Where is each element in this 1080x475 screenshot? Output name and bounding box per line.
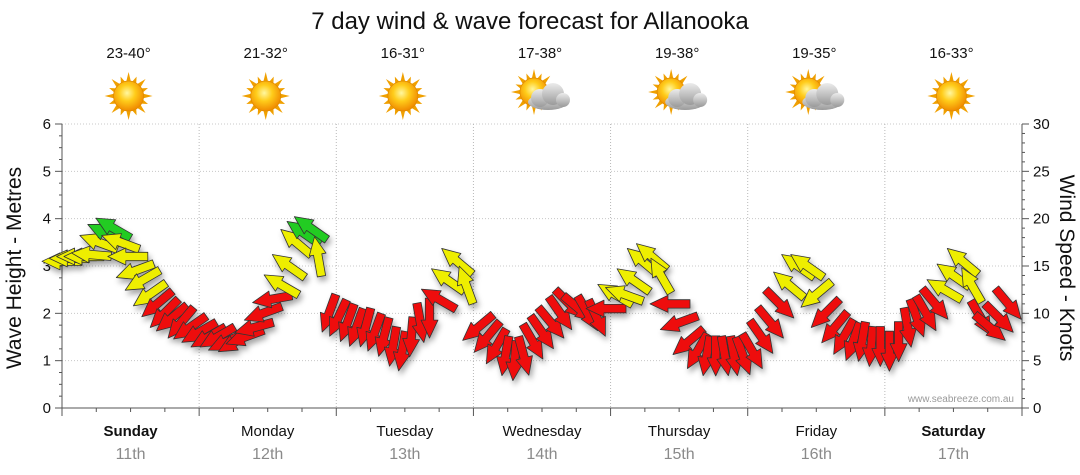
wind-arrow [746,317,774,354]
y2-tick-label: 10 [1033,305,1050,322]
y2-tick-label: 0 [1033,400,1041,417]
wind-arrow [95,217,134,243]
wind-arrow [650,257,675,296]
y-tick-label: 1 [43,353,51,370]
wind-arrow [308,236,327,278]
wind-arrow [420,288,459,314]
sun-icon [241,72,290,120]
wind-arrow [790,254,827,282]
wind-arrow [762,286,795,319]
wind-arrow [773,271,808,302]
day-name: Monday [241,423,295,440]
y2-axis-title: Wind Speed - Knots [1055,175,1078,362]
y2-tick-label: 20 [1033,211,1050,228]
sun-icon [927,72,976,120]
wind-arrow [971,311,1006,341]
wind-arrow [918,285,949,320]
day-date: 11th [116,446,146,463]
partly-cloudy-icon [648,69,708,115]
cloud-icon [802,83,845,110]
y-tick-label: 2 [43,305,51,322]
day-temp-range: 16-31° [381,45,425,62]
y-tick-label: 3 [43,258,51,275]
day-name: Friday [795,423,837,440]
wind-arrow [263,274,302,299]
wind-arrow [810,295,843,328]
day-temp-range: 19-38° [655,45,699,62]
y-tick-label: 4 [43,211,51,228]
y2-tick-label: 25 [1033,163,1050,180]
day-labels: Sunday 11th Monday 12th Tuesday 13th Wednesday… [103,423,986,463]
wind-arrow [659,311,700,332]
day-temp-range: 23-40° [106,45,150,62]
wind-arrow [738,331,763,369]
day-name: Wednesday [503,423,582,440]
wind-arrow [514,335,533,376]
y2-tick-label: 30 [1033,116,1050,133]
y-axis-title: Wave Height - Metres [3,167,26,369]
weather-header: 23-40° 21-32° 16-31° 17-38° 19-38° 19-35° 16-3… [104,45,976,120]
wind-arrow [271,254,308,282]
cloud-icon [528,83,570,110]
wind-arrow [605,285,645,306]
day-date: 17th [938,446,969,463]
wind-arrow [293,216,330,244]
wind-arrow [616,268,653,296]
day-temp-range: 19-35° [792,45,836,62]
grid [62,123,1022,409]
day-date: 12th [252,446,283,463]
wind-arrow [124,266,163,291]
partly-cloudy-icon [785,69,845,115]
wind-arrow [672,325,707,355]
y2-tick-label: 5 [1033,353,1041,370]
wind-arrow [441,248,476,278]
sun-icon [104,72,153,120]
day-name: Sunday [103,423,158,440]
day-name: Tuesday [376,423,433,440]
wind-arrow [473,318,504,353]
wind-arrow [946,248,982,278]
day-temp-range: 21-32° [244,45,288,62]
wind-arrow [800,277,835,308]
day-date: 16th [801,446,832,463]
y-tick-label: 5 [43,163,51,180]
wind-arrow [754,304,784,339]
day-date: 15th [664,446,695,463]
y-tick-label: 6 [43,116,51,133]
day-date: 14th [526,446,557,463]
wind-arrow [585,299,627,318]
wind-arrow [457,265,478,306]
wind-arrow [243,302,284,323]
wind-arrow [961,267,986,305]
wind-arrow [107,247,149,266]
wind-arrow [101,233,142,254]
wind-arrow [821,309,852,344]
y-tick-label: 0 [43,400,51,417]
wind-arrow [981,300,1014,333]
axes: 0 1 2 3 4 5 6 0 5 10 15 20 25 30 [43,116,1050,417]
day-name: Thursday [648,423,711,440]
sun-icon [378,72,427,120]
chart-title: 7 day wind & wave forecast for Allanooka [311,8,749,35]
y2-tick-label: 15 [1033,258,1050,275]
wind-arrows [41,216,1022,382]
wind-arrow [991,285,1022,320]
day-date: 13th [389,446,420,463]
day-temp-range: 17-38° [518,45,562,62]
day-name: Saturday [921,423,986,440]
cloud-icon [665,83,708,110]
credit-text: www.seabreeze.com.au [907,394,1014,405]
wind-arrow [649,294,691,313]
day-temp-range: 16-33° [929,45,973,62]
wind-arrow [926,279,965,304]
wind-arrow [889,321,908,363]
partly-cloudy-icon [511,69,570,115]
